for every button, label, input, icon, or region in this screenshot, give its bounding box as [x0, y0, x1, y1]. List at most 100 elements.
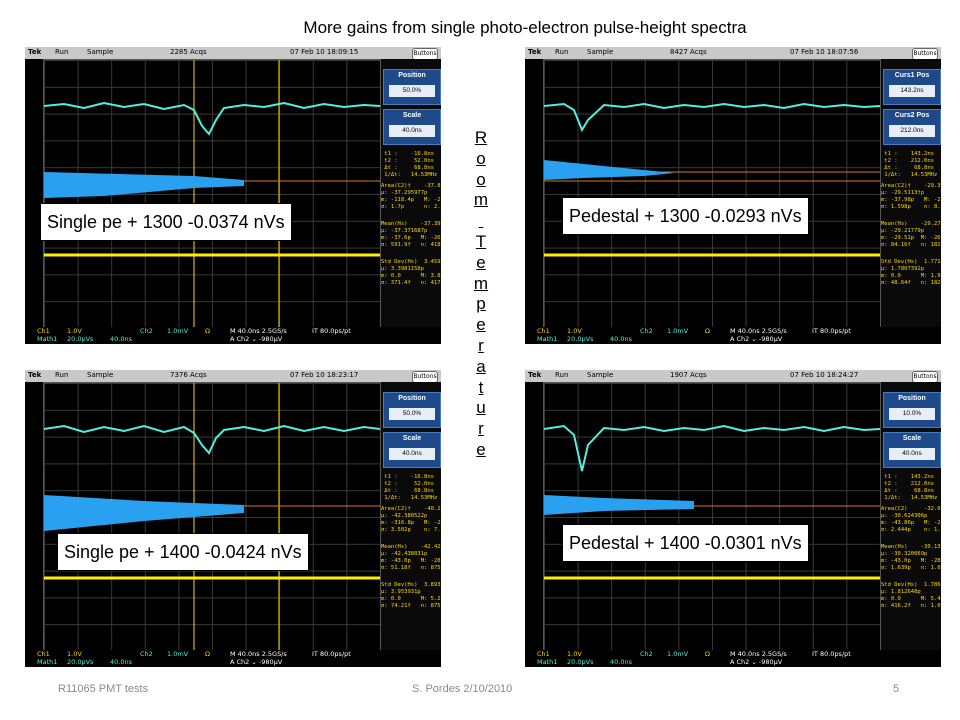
acq-count: 1907 Acqs — [670, 371, 707, 379]
vertical-letter: e — [476, 252, 486, 272]
ch2-scale: 1.0mV — [167, 327, 189, 335]
vertical-letter: r — [478, 419, 484, 439]
tek-brand: Tek — [528, 371, 542, 379]
waveform-graticule — [543, 382, 881, 652]
menu-value: 10.0% — [889, 408, 935, 420]
ch1-scale: 1.0V — [67, 327, 82, 335]
math-label: Math1 — [37, 335, 58, 343]
slide-title: More gains from single photo-electron pu… — [303, 18, 747, 37]
menu-title: Scale — [402, 435, 422, 442]
vertical-letter — [473, 211, 489, 232]
ch2-scale: 1.0mV — [167, 650, 189, 658]
scope-bottom-bar: Ch1 1.0V Ch2 1.0mV Ω M 40.0ns 2.5GS/s IT… — [525, 327, 941, 344]
menu-title: Scale — [902, 435, 922, 442]
timebase: M 40.0ns 2.5GS/s — [230, 650, 287, 658]
ch2-scale: 1.0mV — [667, 650, 689, 658]
cursor-readout: t1 : 143.2ns t2 : 212.0ns Δt : 68.8ns 1/… — [884, 151, 938, 178]
math-scale: 20.0pVs — [67, 658, 94, 666]
cursor1-menu[interactable]: Curs1 Pos 143.2ns — [883, 69, 941, 105]
position-menu[interactable]: Position 10.0% — [883, 392, 941, 428]
math-scale: 20.0pVs — [567, 335, 594, 343]
menu-title: Scale — [402, 112, 422, 119]
ch1-label: Ch1 — [37, 650, 50, 658]
side-menu: Position 50.0% Scale 40.0ns t1 : -16.8ns… — [381, 59, 441, 327]
interp: IT 80.0ps/pt — [312, 327, 351, 335]
waveform-trace — [544, 424, 880, 580]
acq-count: 7376 Acqs — [170, 371, 207, 379]
scope-caption-4: Pedestal + 1400 -0.0301 nVs — [562, 524, 809, 562]
scope-caption-1: Single pe + 1300 -0.0374 nVs — [40, 203, 292, 241]
math-label: Math1 — [537, 658, 558, 666]
scale-menu[interactable]: Scale 40.0ns — [383, 109, 441, 145]
cursor-readout: t1 : -16.8ns t2 : 52.0ns Δt : 68.8ns 1/Δ… — [384, 151, 438, 178]
menu-title: Position — [398, 72, 426, 79]
timebase: M 40.0ns 2.5GS/s — [230, 327, 287, 335]
menu-value: 212.0ns — [889, 125, 935, 137]
math-time: 40.0ns — [110, 658, 132, 666]
acq-mode: Sample — [587, 371, 614, 379]
menu-value: 143.2ns — [889, 85, 935, 97]
interp: IT 80.0ps/pt — [812, 327, 851, 335]
timestamp: 07 Feb 10 18:07:56 — [790, 48, 859, 56]
scope-caption-2: Pedestal + 1300 -0.0293 nVs — [562, 197, 809, 235]
cursor2-menu[interactable]: Curs2 Pos 212.0ns — [883, 109, 941, 145]
ch2-label: Ch2 — [140, 327, 153, 335]
waveform-trace — [44, 60, 380, 328]
ch1-label: Ch1 — [537, 650, 550, 658]
ch1-scale: 1.0V — [67, 650, 82, 658]
position-menu[interactable]: Position 50.0% — [383, 392, 441, 428]
timebase: M 40.0ns 2.5GS/s — [730, 327, 787, 335]
vertical-letter: o — [476, 148, 486, 168]
mean-measurement: Mean(Hs) -37.39pVs μ: -37.371687p m: -37… — [381, 221, 441, 248]
tek-brand: Tek — [528, 48, 542, 56]
stddev-measurement: Std Dev(Hs) 1.786pVs μ: 1.812648p m: 0.0… — [881, 582, 941, 609]
trigger: A Ch2 ⌄ -980μV — [230, 658, 283, 666]
interp: IT 80.0ps/pt — [312, 650, 351, 658]
stddev-measurement: Std Dev(Hs) 3.459pVs μ: 3.3981158p m: 0.… — [381, 259, 441, 286]
ch1-scale: 1.0V — [567, 650, 582, 658]
scale-menu[interactable]: Scale 40.0ns — [383, 432, 441, 468]
math-time: 40.0ns — [610, 335, 632, 343]
trigger: A Ch2 ⌄ -980μV — [230, 335, 283, 343]
stddev-measurement: Std Dev(Hs) 1.771pVs μ: 1.7807392p m: 0.… — [881, 259, 941, 286]
area-measurement: Area(C2)† -29.34pVs μ: -29.5113†p m: -37… — [881, 183, 941, 210]
math-scale: 20.0pVs — [67, 335, 94, 343]
trigger: A Ch2 ⌄ -980μV — [730, 658, 783, 666]
math-time: 40.0ns — [110, 335, 132, 343]
cursor-readout: t1 : -16.8ns t2 : 52.0ns Δt : 68.8ns 1/Δ… — [384, 474, 438, 501]
tek-brand: Tek — [28, 48, 42, 56]
waveform-graticule — [43, 382, 381, 652]
position-menu[interactable]: Position 50.0% — [383, 69, 441, 105]
timestamp: 07 Feb 10 18:09:15 — [290, 48, 359, 56]
tek-brand: Tek — [28, 371, 42, 379]
side-menu: Position 50.0% Scale 40.0ns t1 : -16.8ns… — [381, 382, 441, 650]
mean-measurement: Mean(Hs) -42.42pVs μ: -42.438031p m: -43… — [381, 544, 441, 571]
area-measurement: Area(C2)† -37.87pVs μ: -37.295977p m: -1… — [381, 183, 441, 210]
vertical-letter: m — [473, 190, 489, 210]
oscilloscope-screenshot-1: Tek Run Sample 2285 Acqs 07 Feb 10 18:09… — [25, 47, 441, 344]
scope-status-bar: Tek Run Sample 8427 Acqs 07 Feb 10 18:07… — [525, 47, 941, 60]
area-measurement: Area(C2) -32.02pVs μ: -30.624306p m: -43… — [881, 506, 941, 533]
ohm-symbol: Ω — [205, 327, 210, 335]
scope-bottom-bar: Ch1 1.0V Ch2 1.0mV Ω M 40.0ns 2.5GS/s IT… — [25, 650, 441, 667]
mean-measurement: Mean(Hs) -30.13pVs μ: -30.320069p m: -43… — [881, 544, 941, 571]
scope-status-bar: Tek Run Sample 1907 Acqs 07 Feb 10 18:24… — [525, 370, 941, 383]
ch2-label: Ch2 — [640, 327, 653, 335]
vertical-letter: p — [476, 294, 486, 314]
ch2-label: Ch2 — [140, 650, 153, 658]
oscilloscope-screenshot-4: Tek Run Sample 1907 Acqs 07 Feb 10 18:24… — [525, 370, 941, 667]
scale-menu[interactable]: Scale 40.0ns — [883, 432, 941, 468]
ch1-label: Ch1 — [37, 327, 50, 335]
vertical-letter: T — [475, 231, 487, 251]
vertical-letter: a — [476, 356, 486, 376]
waveform-trace — [44, 383, 380, 651]
mean-measurement: Mean(Hs) -29.27pVs μ: -29.21779p m: -29.… — [881, 221, 941, 248]
menu-value: 40.0ns — [389, 125, 435, 137]
ch1-label: Ch1 — [537, 327, 550, 335]
ch2-scale: 1.0mV — [667, 327, 689, 335]
room-temperature-vertical-label: R o o m T e m p e r a t u r e — [473, 128, 489, 461]
run-status: Run — [55, 48, 69, 56]
menu-value: 40.0ns — [889, 448, 935, 460]
vertical-letter: r — [478, 335, 484, 355]
vertical-letter: e — [476, 315, 486, 335]
